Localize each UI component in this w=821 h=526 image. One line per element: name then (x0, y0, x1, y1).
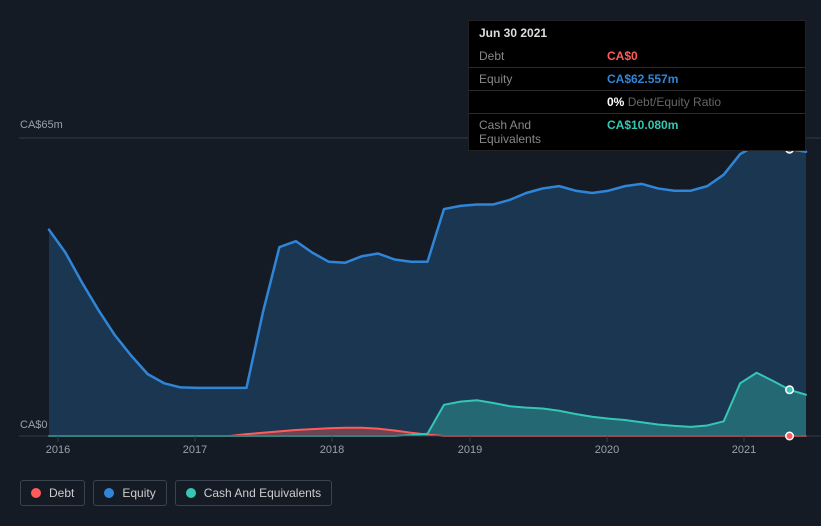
tooltip-row: 0% Debt/Equity Ratio (469, 91, 805, 114)
tooltip-row: Cash And EquivalentsCA$10.080m (469, 114, 805, 150)
legend-item-cash-and-equivalents[interactable]: Cash And Equivalents (175, 480, 332, 506)
debt-equity-chart: CA$0 CA$65m 2016 2017 2018 2019 2020 2021 Jun 3… (0, 0, 821, 526)
tooltip-row-value: CA$0 (597, 45, 648, 67)
chart-legend: Debt Equity Cash And Equivalents (20, 480, 332, 506)
legend-label: Equity (122, 486, 155, 500)
y-axis-label: CA$0 (20, 419, 48, 431)
y-axis-label: CA$65m (20, 119, 63, 131)
legend-label: Debt (49, 486, 74, 500)
tooltip-row-value: CA$62.557m (597, 68, 688, 90)
x-axis-label: 2017 (183, 444, 207, 456)
tooltip-row-value: CA$10.080m (597, 114, 688, 150)
tooltip-row-value: 0% Debt/Equity Ratio (597, 91, 731, 113)
x-axis-label: 2016 (46, 444, 70, 456)
legend-item-equity[interactable]: Equity (93, 480, 166, 506)
x-axis-label: 2020 (595, 444, 619, 456)
x-axis-label: 2021 (732, 444, 756, 456)
tooltip-row: DebtCA$0 (469, 45, 805, 68)
legend-item-debt[interactable]: Debt (20, 480, 85, 506)
tooltip-row-label: Debt (469, 45, 597, 67)
series-area-equity (49, 145, 806, 436)
chart-tooltip: Jun 30 2021 DebtCA$0EquityCA$62.557m0% D… (468, 20, 806, 151)
tooltip-row: EquityCA$62.557m (469, 68, 805, 91)
legend-swatch (104, 488, 114, 498)
tooltip-rows: DebtCA$0EquityCA$62.557m0% Debt/Equity R… (469, 45, 805, 150)
tooltip-row-label: Equity (469, 68, 597, 90)
x-axis-label: 2019 (458, 444, 482, 456)
legend-swatch (186, 488, 196, 498)
x-axis-label: 2018 (320, 444, 344, 456)
tooltip-row-label (469, 91, 597, 113)
tooltip-date: Jun 30 2021 (469, 21, 805, 45)
legend-swatch (31, 488, 41, 498)
tooltip-row-label: Cash And Equivalents (469, 114, 597, 150)
legend-label: Cash And Equivalents (204, 486, 321, 500)
